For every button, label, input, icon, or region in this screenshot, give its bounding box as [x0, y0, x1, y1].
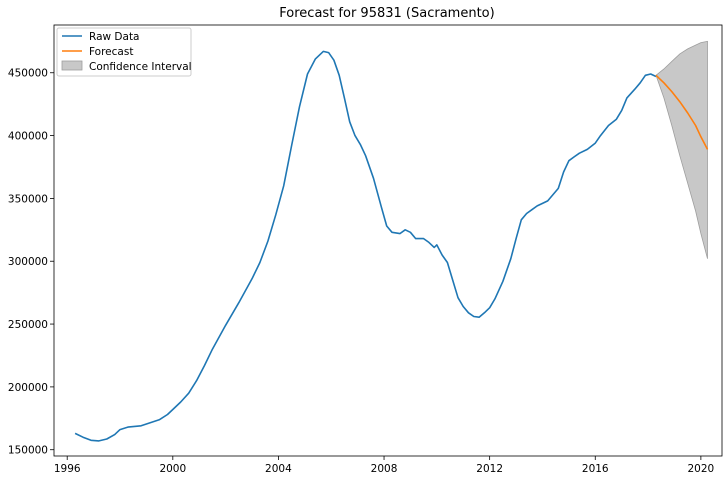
legend-ci-swatch [61, 60, 83, 71]
y-tick-label: 250000 [8, 319, 48, 331]
y-tick-label: 300000 [8, 256, 48, 268]
y-tick-label: 400000 [8, 131, 48, 143]
x-tick-label: 2020 [688, 463, 715, 475]
x-tick-label: 2008 [371, 463, 398, 475]
legend-forecast-label: Forecast [89, 46, 133, 58]
x-tick-label: 2016 [582, 463, 609, 475]
y-tick-label: 200000 [8, 382, 48, 394]
x-tick-label: 1996 [54, 463, 81, 475]
series-layer [74, 50, 709, 442]
plot-frame [53, 24, 723, 457]
legend: Raw Data Forecast Confidence Interval [56, 27, 192, 77]
axes-layer: 1996 2000 2004 2008 2012 2016 2020 150000 200000… [8, 24, 723, 475]
y-tick-label: 150000 [8, 445, 48, 457]
raw-data-line [74, 50, 657, 442]
legend-frame [56, 27, 192, 77]
x-tick-label: 2012 [476, 463, 503, 475]
confidence-interval-band [655, 40, 708, 259]
chart-title: Forecast for 95831 (Sacramento) [279, 6, 494, 21]
legend-raw-label: Raw Data [89, 31, 140, 43]
forecast-line [655, 74, 709, 150]
x-tick-label: 2004 [265, 463, 292, 475]
x-tick-label: 2000 [159, 463, 186, 475]
y-tick-label: 450000 [8, 68, 48, 80]
legend-ci-label: Confidence Interval [89, 61, 192, 73]
confidence-interval-layer [655, 40, 708, 259]
y-tick-label: 350000 [8, 193, 48, 205]
